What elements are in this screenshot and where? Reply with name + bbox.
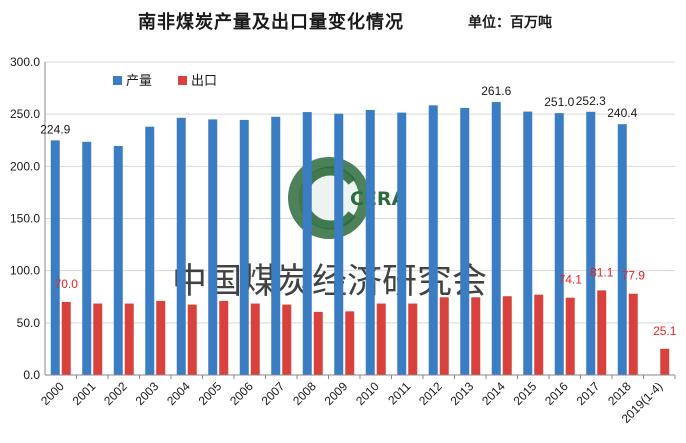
export-bar — [628, 293, 638, 375]
bars — [50, 102, 670, 376]
export-bar — [187, 304, 197, 375]
production-data-label: 252.3 — [576, 94, 606, 108]
export-bar — [219, 300, 229, 375]
chart-header: 南非煤炭产量及出口量变化情况 单位：百万吨 — [0, 6, 686, 38]
chart-title: 南非煤炭产量及出口量变化情况 — [138, 12, 404, 33]
y-tick-label: 150.0 — [10, 212, 40, 226]
production-data-label: 251.0 — [544, 95, 574, 109]
production-bar — [523, 111, 533, 375]
production-bar — [428, 105, 438, 375]
export-data-label: 74.1 — [559, 273, 583, 287]
x-tick-label: 2012 — [416, 379, 445, 408]
x-tick-label: 2010 — [353, 379, 382, 408]
export-data-label: 77.9 — [622, 269, 646, 283]
legend-label-export: 出口 — [191, 74, 217, 89]
export-bar — [376, 303, 386, 375]
logo-text: CERA — [350, 188, 407, 210]
export-bar — [156, 300, 166, 375]
export-bar — [439, 297, 449, 375]
production-bar — [208, 119, 218, 375]
x-tick-label: 2016 — [542, 379, 571, 408]
production-bar — [397, 112, 407, 375]
x-tick-label: 2009 — [322, 379, 351, 408]
export-bar — [61, 301, 71, 375]
x-tick-label: 2014 — [479, 379, 508, 408]
legend: 产量 出口 — [113, 74, 217, 89]
legend-swatch-production — [113, 76, 122, 85]
production-bar — [491, 102, 501, 376]
production-bar — [113, 145, 123, 375]
export-bar — [250, 303, 260, 375]
production-bar — [176, 117, 186, 376]
production-bar — [50, 140, 60, 375]
export-bar — [282, 304, 292, 375]
x-tick-label: 2013 — [448, 379, 477, 408]
production-bar — [145, 126, 155, 375]
logo-inner-circle — [299, 168, 359, 228]
export-bar — [471, 297, 481, 375]
y-tick-label: 200.0 — [10, 159, 40, 173]
production-bar — [239, 119, 249, 375]
production-bar — [460, 107, 470, 375]
x-tick-label: 2001 — [70, 379, 99, 408]
legend-swatch-export — [178, 76, 187, 85]
y-tick-label: 0.0 — [23, 368, 40, 382]
export-bar — [313, 311, 323, 375]
export-bar — [124, 303, 134, 375]
production-bar — [271, 116, 281, 376]
export-data-label: 70.0 — [55, 277, 79, 291]
export-bar — [93, 303, 103, 375]
export-bar — [345, 311, 355, 375]
x-tick-label: 2017 — [574, 379, 603, 408]
production-data-label: 240.4 — [607, 106, 637, 120]
export-data-label: 25.1 — [653, 324, 677, 338]
production-bar — [365, 109, 375, 375]
production-bar — [302, 112, 312, 375]
production-bar — [334, 113, 344, 376]
x-tick-label: 2003 — [133, 379, 162, 408]
production-bar — [586, 111, 596, 375]
production-bar — [617, 124, 627, 375]
unit-label: 单位：百万吨 — [468, 15, 552, 31]
watermark: CERA 中国煤炭经济研究会 — [172, 157, 487, 302]
export-bar — [502, 296, 512, 375]
watermark-org-name: 中国煤炭经济研究会 — [172, 262, 487, 302]
production-data-label: 224.9 — [40, 122, 70, 136]
production-data-label: 261.6 — [481, 84, 511, 98]
y-tick-label: 50.0 — [17, 316, 41, 330]
x-tick-label: 2005 — [196, 379, 225, 408]
export-bar — [660, 348, 670, 375]
x-tick-label: 2004 — [164, 379, 193, 408]
export-data-label: 81.1 — [590, 265, 614, 279]
y-tick-label: 100.0 — [10, 264, 40, 278]
x-tick-label: 2008 — [290, 379, 319, 408]
export-bar — [565, 297, 575, 375]
x-tick-label: 2000 — [38, 379, 67, 408]
y-tick-label: 250.0 — [10, 107, 40, 121]
x-tick-label: 2006 — [227, 379, 256, 408]
x-tick-label: 2002 — [101, 379, 130, 408]
export-bar — [534, 294, 544, 375]
x-tick-label: 2011 — [385, 379, 413, 407]
export-bar — [597, 290, 607, 375]
x-tick-label: 2007 — [259, 379, 288, 408]
legend-label-production: 产量 — [126, 74, 152, 89]
production-bar — [554, 113, 564, 375]
x-tick-label: 2015 — [511, 379, 540, 408]
y-tick-label: 300.0 — [10, 55, 40, 69]
production-bar — [82, 141, 92, 375]
export-bar — [408, 303, 418, 375]
